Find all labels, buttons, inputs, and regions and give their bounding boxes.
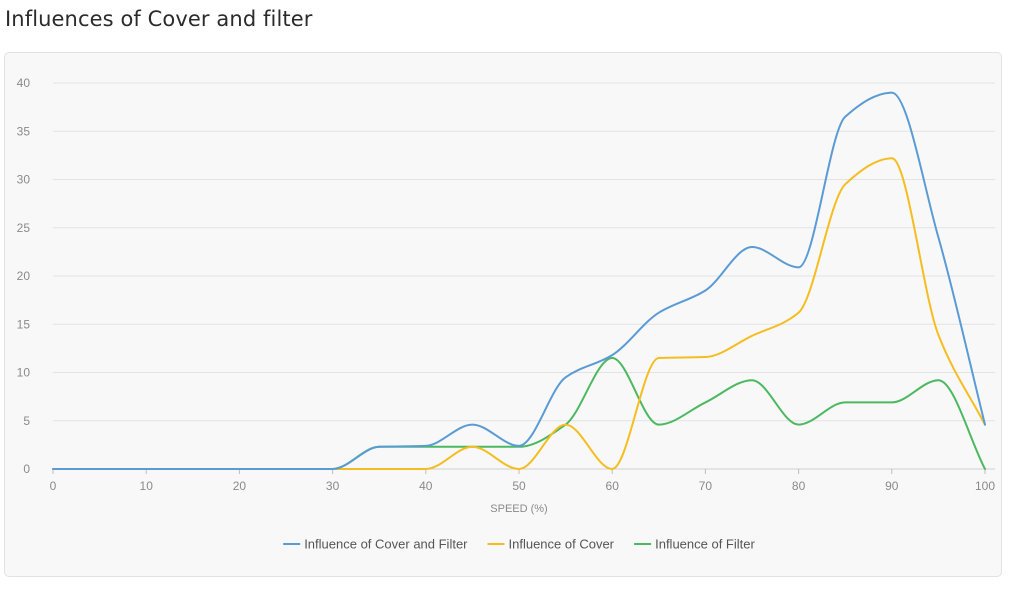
series-lines [52, 91, 986, 470]
x-axis-title: SPEED (%) [490, 503, 547, 515]
legend: Influence of Cover and Filter Influence o… [283, 537, 755, 552]
x-tick-label: 80 [792, 479, 806, 493]
x-tick-label: 50 [512, 479, 526, 493]
x-tick-label: 10 [140, 479, 154, 493]
y-tick-label: 0 [23, 462, 30, 476]
x-axis-ticks: 0 10 20 30 40 50 60 70 80 90 100 [50, 469, 995, 493]
page-title: Influences of Cover and filter [5, 7, 313, 31]
x-tick-label: 20 [233, 479, 247, 493]
x-tick-label: 70 [699, 479, 713, 493]
legend-label: Influence of Cover and Filter [304, 537, 468, 552]
series-line [52, 157, 986, 470]
series-line [52, 357, 986, 470]
legend-item[interactable]: Influence of Cover and Filter [283, 537, 468, 552]
y-tick-label: 30 [17, 173, 31, 187]
y-tick-label: 10 [17, 366, 31, 380]
y-tick-label: 5 [23, 414, 30, 428]
x-tick-label: 60 [606, 479, 620, 493]
y-tick-label: 15 [17, 317, 31, 331]
y-tick-label: 40 [17, 76, 31, 90]
legend-item[interactable]: Influence of Cover [487, 537, 615, 552]
legend-label: Influence of Filter [655, 537, 755, 552]
series-line [52, 91, 986, 470]
legend-label: Influence of Cover [509, 537, 615, 552]
y-tick-label: 35 [17, 124, 31, 138]
x-tick-label: 90 [885, 479, 899, 493]
y-tick-label: 20 [17, 269, 31, 283]
x-tick-label: 40 [419, 479, 433, 493]
chart-card: 0 5 10 15 20 25 30 35 40 0 10 20 30 40 50 60 70 80 90 100 … [4, 52, 1002, 577]
legend-item[interactable]: Influence of Filter [634, 537, 755, 552]
x-tick-label: 0 [50, 479, 57, 493]
x-tick-label: 100 [975, 479, 995, 493]
x-tick-label: 30 [326, 479, 340, 493]
y-tick-label: 25 [17, 221, 31, 235]
gridlines [53, 82, 995, 470]
y-axis-ticks: 0 5 10 15 20 25 30 35 40 [17, 76, 31, 476]
